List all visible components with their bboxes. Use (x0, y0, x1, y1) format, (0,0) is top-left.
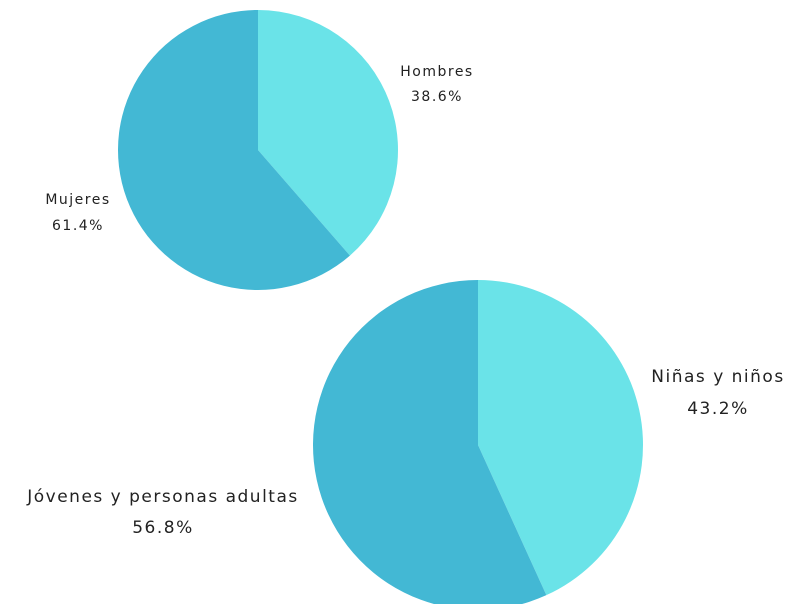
slice-value-label: 43.2% (687, 399, 749, 419)
pie-slice (313, 280, 547, 604)
pie-slice (258, 10, 398, 256)
slice-value-label: 56.8% (132, 518, 194, 538)
slice-label: Jóvenes y personas adultas (26, 487, 299, 507)
pie-slice (478, 280, 643, 596)
slice-label: Niñas y niños (651, 367, 784, 387)
slice-label: Hombres (400, 64, 473, 80)
pie-slice (118, 10, 350, 290)
slice-value-label: 38.6% (411, 89, 463, 105)
slice-value-label: 61.4% (52, 218, 104, 234)
slice-label: Mujeres (45, 192, 110, 208)
